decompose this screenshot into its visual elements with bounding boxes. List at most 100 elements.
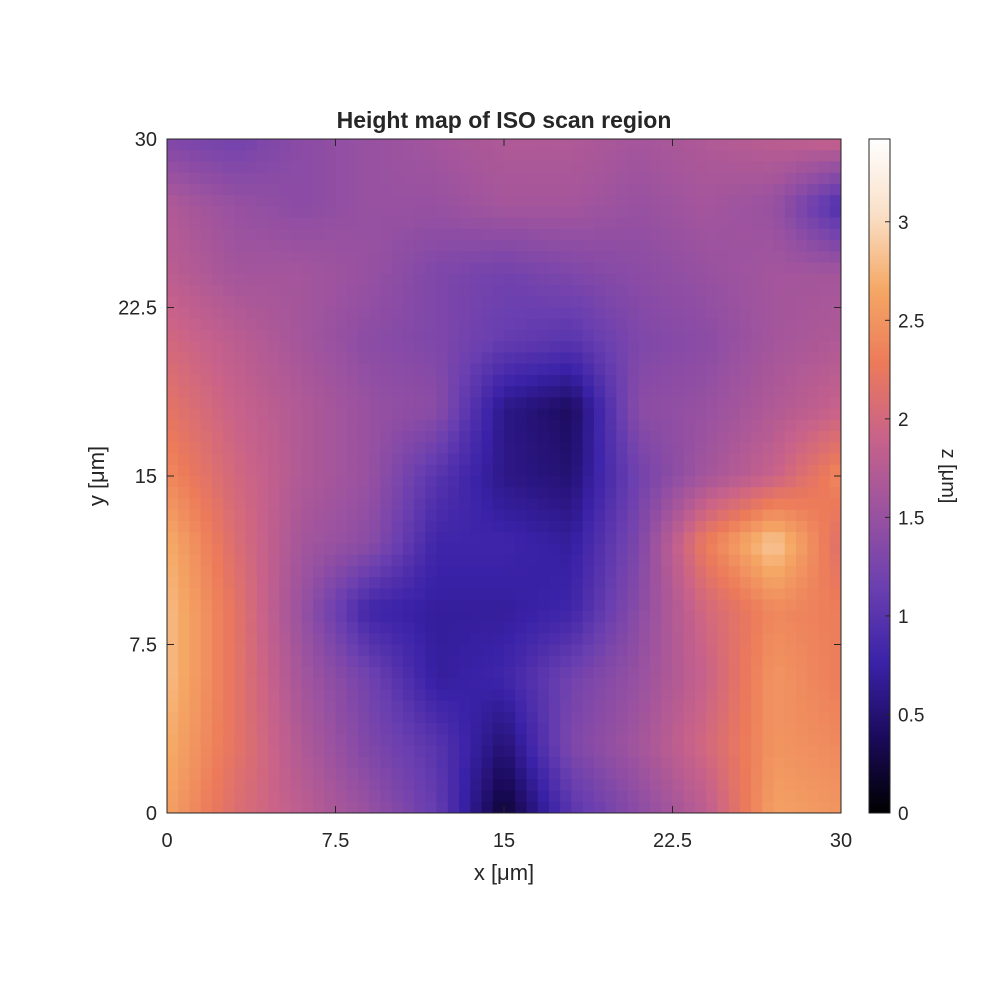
heatmap-cell bbox=[571, 386, 584, 398]
heatmap-cell bbox=[178, 183, 191, 196]
heatmap-cell bbox=[548, 487, 561, 500]
heatmap-cell bbox=[616, 633, 629, 646]
heatmap-cell bbox=[211, 240, 224, 252]
heatmap-cell bbox=[638, 577, 651, 589]
heatmap-cell bbox=[414, 374, 426, 387]
heatmap-cell bbox=[391, 363, 404, 376]
heatmap-cell bbox=[391, 251, 404, 264]
heatmap-cell bbox=[796, 610, 808, 623]
heatmap-cell bbox=[739, 734, 752, 747]
heatmap-cell bbox=[515, 352, 528, 365]
heatmap-cell bbox=[189, 565, 202, 578]
heatmap-cell bbox=[627, 386, 640, 398]
heatmap-cell bbox=[683, 363, 696, 376]
heatmap-cell bbox=[784, 487, 797, 500]
heatmap-cell bbox=[784, 779, 797, 792]
heatmap-cell bbox=[672, 644, 685, 657]
heatmap-cell bbox=[481, 610, 494, 623]
heatmap-cell bbox=[661, 318, 674, 331]
heatmap-cell bbox=[268, 588, 280, 601]
heatmap-cell bbox=[346, 487, 359, 500]
heatmap-cell bbox=[223, 386, 235, 398]
heatmap-cell bbox=[200, 565, 213, 578]
heatmap-cell bbox=[402, 655, 415, 668]
heatmap-cell bbox=[560, 801, 572, 813]
heatmap-cell bbox=[829, 419, 841, 432]
heatmap-cell bbox=[301, 374, 314, 387]
heatmap-cell bbox=[268, 610, 280, 623]
heatmap-cell bbox=[178, 374, 191, 387]
heatmap-cell bbox=[717, 666, 730, 679]
heatmap-cell bbox=[537, 453, 550, 466]
heatmap-cell bbox=[189, 520, 202, 533]
heatmap-cell bbox=[627, 487, 640, 500]
heatmap-cell bbox=[324, 172, 337, 185]
heatmap-cell bbox=[582, 307, 595, 320]
heatmap-cell bbox=[414, 476, 426, 488]
heatmap-cell bbox=[380, 228, 393, 241]
heatmap-cell bbox=[728, 318, 741, 331]
heatmap-cell bbox=[245, 633, 258, 646]
heatmap-cell bbox=[346, 217, 359, 230]
heatmap-cell bbox=[313, 666, 325, 679]
heatmap-cell bbox=[234, 588, 247, 601]
heatmap-cell bbox=[256, 487, 269, 500]
heatmap-cell bbox=[784, 498, 797, 511]
heatmap-cell bbox=[739, 161, 752, 174]
heatmap-cell bbox=[739, 240, 752, 252]
heatmap-cell bbox=[593, 610, 606, 623]
heatmap-cell bbox=[526, 240, 539, 252]
heatmap-cell bbox=[492, 318, 505, 331]
heatmap-cell bbox=[189, 790, 202, 803]
heatmap-cell bbox=[414, 206, 426, 219]
heatmap-cell bbox=[369, 431, 382, 443]
heatmap-cell bbox=[268, 240, 280, 252]
heatmap-cell bbox=[515, 723, 528, 735]
heatmap-cell bbox=[335, 419, 348, 432]
heatmap-cell bbox=[616, 431, 629, 443]
heatmap-cell bbox=[223, 262, 235, 275]
heatmap-cell bbox=[492, 453, 505, 466]
heatmap-cell bbox=[447, 150, 460, 163]
heatmap-cell bbox=[189, 139, 202, 151]
heatmap-cell bbox=[717, 745, 730, 758]
heatmap-cell bbox=[436, 577, 449, 589]
heatmap-cell bbox=[470, 363, 483, 376]
heatmap-cell bbox=[211, 183, 224, 196]
heatmap-cell bbox=[223, 689, 235, 702]
heatmap-cell bbox=[739, 419, 752, 432]
heatmap-cell bbox=[728, 588, 741, 601]
heatmap-cell bbox=[369, 341, 382, 354]
heatmap-cell bbox=[470, 756, 483, 769]
heatmap-cell bbox=[627, 689, 640, 702]
heatmap-cell bbox=[223, 397, 235, 410]
heatmap-cell bbox=[402, 431, 415, 443]
heatmap-cell bbox=[256, 565, 269, 578]
heatmap-cell bbox=[796, 565, 808, 578]
heatmap-cell bbox=[616, 790, 629, 803]
heatmap-cell bbox=[447, 768, 460, 780]
heatmap-cell bbox=[582, 341, 595, 354]
heatmap-cell bbox=[470, 779, 483, 792]
heatmap-cell bbox=[773, 139, 786, 151]
heatmap-cell bbox=[762, 374, 775, 387]
heatmap-cell bbox=[167, 790, 179, 803]
heatmap-cell bbox=[357, 150, 370, 163]
heatmap-cell bbox=[189, 172, 202, 185]
heatmap-cell bbox=[515, 285, 528, 297]
heatmap-cell bbox=[313, 768, 325, 780]
heatmap-cell bbox=[773, 464, 786, 477]
heatmap-cell bbox=[290, 532, 303, 544]
heatmap-cell bbox=[481, 790, 494, 803]
heatmap-cell bbox=[717, 520, 730, 533]
heatmap-cell bbox=[582, 622, 595, 634]
heatmap-cell bbox=[605, 464, 617, 477]
heatmap-cell bbox=[357, 329, 370, 342]
heatmap-cell bbox=[537, 779, 550, 792]
heatmap-cell bbox=[346, 655, 359, 668]
heatmap-cell bbox=[301, 442, 314, 455]
heatmap-cell bbox=[638, 262, 651, 275]
heatmap-cell bbox=[829, 251, 841, 264]
heatmap-cell bbox=[818, 419, 831, 432]
heatmap-cell bbox=[638, 285, 651, 297]
